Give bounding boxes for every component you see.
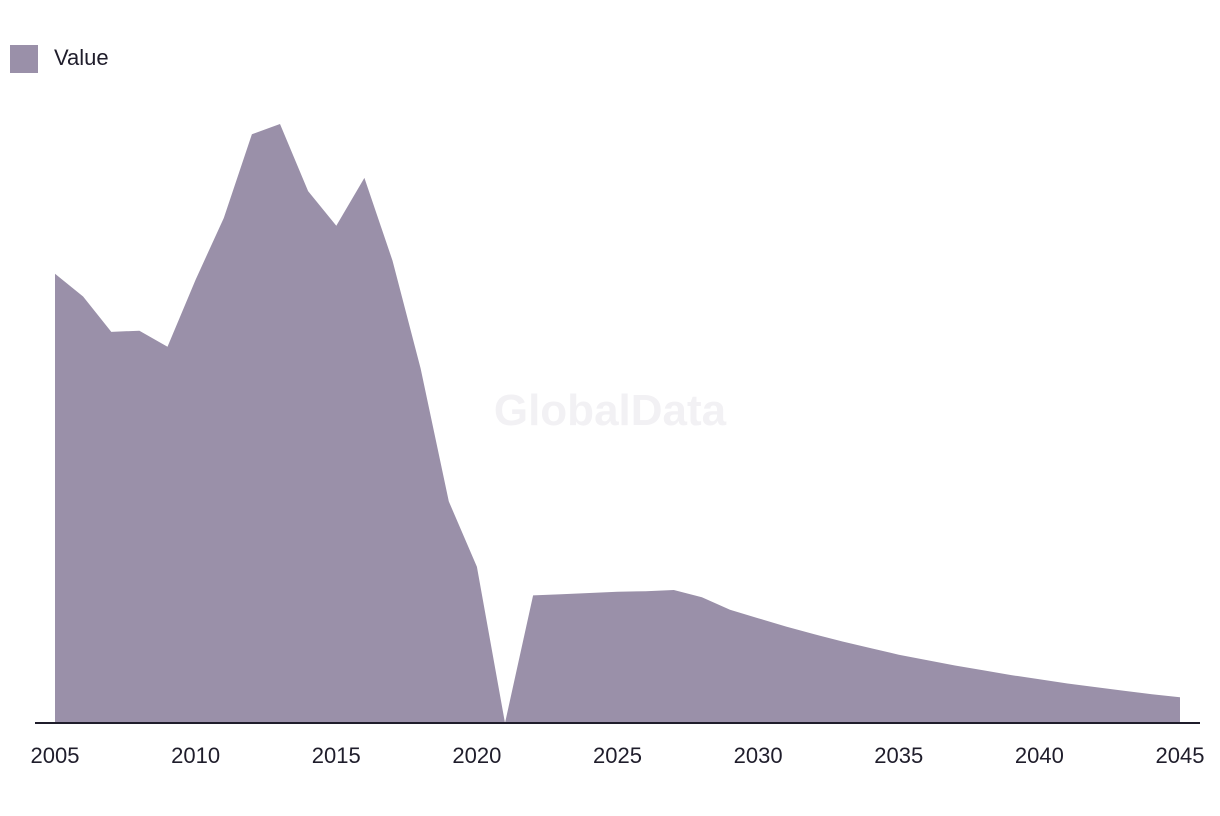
watermark: GlobalData — [494, 386, 727, 435]
legend-swatch — [10, 45, 38, 73]
x-tick-label-2020: 2020 — [452, 743, 501, 768]
x-tick-label-2045: 2045 — [1156, 743, 1205, 768]
legend: Value — [10, 45, 109, 73]
x-tick-label-2005: 2005 — [31, 743, 80, 768]
area-series-value — [55, 124, 1180, 723]
x-tick-label-2030: 2030 — [734, 743, 783, 768]
legend-label: Value — [54, 45, 109, 70]
x-tick-label-2025: 2025 — [593, 743, 642, 768]
x-tick-label-2035: 2035 — [874, 743, 923, 768]
x-axis-ticks: 2005 2010 2015 2020 2025 2030 2035 2040 2045 — [31, 743, 1205, 768]
x-tick-label-2040: 2040 — [1015, 743, 1064, 768]
x-tick-label-2015: 2015 — [312, 743, 361, 768]
x-tick-label-2010: 2010 — [171, 743, 220, 768]
